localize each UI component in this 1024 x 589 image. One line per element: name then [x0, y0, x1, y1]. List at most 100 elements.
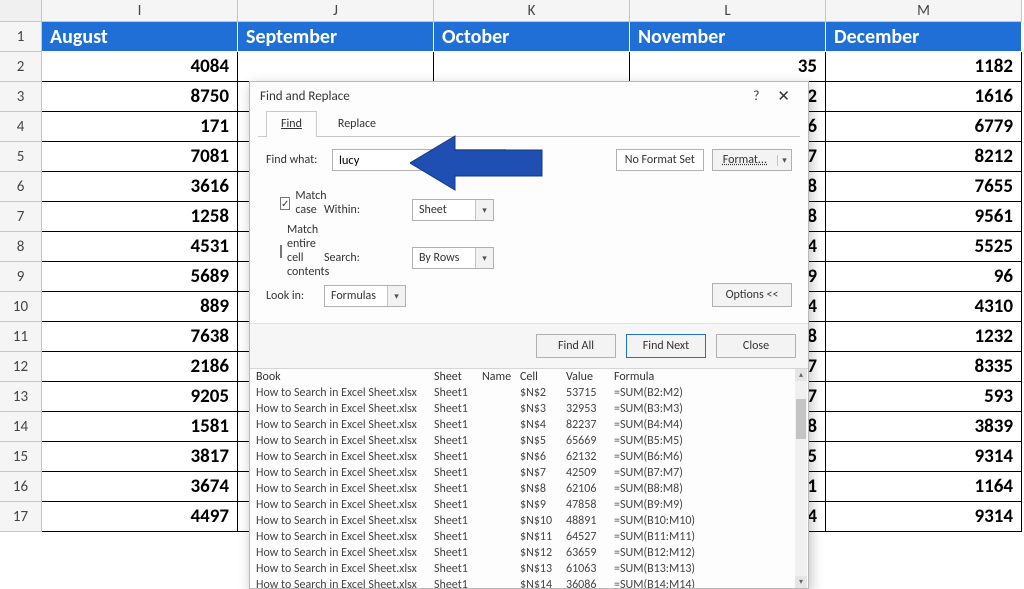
row-header[interactable]: 7	[0, 202, 42, 232]
tab-find[interactable]: Find	[266, 111, 317, 137]
row-header[interactable]: 8	[0, 232, 42, 262]
cell[interactable]: 4497	[42, 502, 238, 532]
within-select[interactable]: Sheet ▾	[412, 199, 494, 221]
cell[interactable]: 1164	[826, 472, 1022, 502]
results-header: Book Sheet Name Cell Value Formula	[250, 369, 808, 385]
cell[interactable]: 171	[42, 112, 238, 142]
scroll-up-icon[interactable]: ▴	[795, 369, 807, 381]
result-row[interactable]: How to Search in Excel Sheet.xlsxSheet1$…	[250, 385, 808, 401]
result-row[interactable]: How to Search in Excel Sheet.xlsxSheet1$…	[250, 497, 808, 513]
month-header[interactable]: August	[42, 22, 238, 52]
cell[interactable]: 8212	[826, 142, 1022, 172]
scroll-down-icon[interactable]: ▾	[795, 576, 807, 588]
row-header[interactable]: 15	[0, 442, 42, 472]
result-row[interactable]: How to Search in Excel Sheet.xlsxSheet1$…	[250, 465, 808, 481]
cell[interactable]: 9561	[826, 202, 1022, 232]
row-header[interactable]: 9	[0, 262, 42, 292]
cell[interactable]: 4084	[42, 52, 238, 82]
cell[interactable]	[434, 52, 630, 82]
row-header[interactable]: 17	[0, 502, 42, 532]
cell[interactable]: 7638	[42, 322, 238, 352]
scroll-thumb[interactable]	[796, 399, 806, 439]
options-button[interactable]: Options <<	[712, 283, 792, 307]
tab-replace[interactable]: Replace	[323, 111, 391, 137]
cell[interactable]: 6779	[826, 112, 1022, 142]
row-header[interactable]: 11	[0, 322, 42, 352]
chevron-down-icon: ▾	[777, 155, 791, 166]
cell[interactable]: 1258	[42, 202, 238, 232]
chevron-down-icon[interactable]: ▾	[487, 150, 505, 170]
find-all-button[interactable]: Find All	[536, 334, 616, 358]
result-row[interactable]: How to Search in Excel Sheet.xlsxSheet1$…	[250, 577, 808, 588]
cell[interactable]: 8335	[826, 352, 1022, 382]
lookin-select[interactable]: Formulas ▾	[324, 285, 406, 307]
month-header[interactable]: October	[434, 22, 630, 52]
row-header[interactable]: 3	[0, 82, 42, 112]
result-row[interactable]: How to Search in Excel Sheet.xlsxSheet1$…	[250, 449, 808, 465]
row-header[interactable]: 16	[0, 472, 42, 502]
row-header[interactable]: 5	[0, 142, 42, 172]
find-next-button[interactable]: Find Next	[626, 334, 706, 358]
cell[interactable]: 9205	[42, 382, 238, 412]
scrollbar[interactable]: ▴ ▾	[795, 369, 807, 588]
cell[interactable]: 4531	[42, 232, 238, 262]
cell[interactable]: 3616	[42, 172, 238, 202]
result-row[interactable]: How to Search in Excel Sheet.xlsxSheet1$…	[250, 433, 808, 449]
cell[interactable]: 9314	[826, 502, 1022, 532]
cell[interactable]: 1182	[826, 52, 1022, 82]
row-header-1[interactable]: 1	[0, 22, 42, 52]
row-header[interactable]: 4	[0, 112, 42, 142]
row-header[interactable]: 13	[0, 382, 42, 412]
col-header-K[interactable]: K	[434, 0, 630, 22]
cell[interactable]: 1581	[42, 412, 238, 442]
result-row[interactable]: How to Search in Excel Sheet.xlsxSheet1$…	[250, 481, 808, 497]
cell[interactable]: 96	[826, 262, 1022, 292]
cell[interactable]: 5525	[826, 232, 1022, 262]
result-row[interactable]: How to Search in Excel Sheet.xlsxSheet1$…	[250, 529, 808, 545]
month-header[interactable]: September	[238, 22, 434, 52]
cell[interactable]: 7655	[826, 172, 1022, 202]
select-all-corner[interactable]	[0, 0, 42, 22]
result-row[interactable]: How to Search in Excel Sheet.xlsxSheet1$…	[250, 561, 808, 577]
cell[interactable]: 9314	[826, 442, 1022, 472]
close-button[interactable]: Close	[716, 334, 796, 358]
help-button[interactable]: ?	[743, 89, 769, 104]
row-header[interactable]: 10	[0, 292, 42, 322]
row-header[interactable]: 14	[0, 412, 42, 442]
close-icon[interactable]: ✕	[769, 87, 798, 106]
row-header[interactable]: 12	[0, 352, 42, 382]
cell[interactable]: 1232	[826, 322, 1022, 352]
format-button[interactable]: Format... ▾	[712, 149, 792, 171]
lookin-label: Look in:	[266, 289, 324, 303]
cell[interactable]: 889	[42, 292, 238, 322]
cell[interactable]: 7081	[42, 142, 238, 172]
match-case-checkbox[interactable]: Match case	[280, 189, 324, 217]
cell[interactable]: 4310	[826, 292, 1022, 322]
cell[interactable]: 3817	[42, 442, 238, 472]
match-entire-checkbox[interactable]: Match entire cell contents	[280, 223, 324, 279]
result-row[interactable]: How to Search in Excel Sheet.xlsxSheet1$…	[250, 545, 808, 561]
cell[interactable]: 3839	[826, 412, 1022, 442]
search-select[interactable]: By Rows ▾	[412, 247, 494, 269]
cell[interactable]: 593	[826, 382, 1022, 412]
cell[interactable]: 35	[630, 52, 826, 82]
row-header[interactable]: 6	[0, 172, 42, 202]
cell[interactable]: 5689	[42, 262, 238, 292]
row-header[interactable]: 2	[0, 52, 42, 82]
result-row[interactable]: How to Search in Excel Sheet.xlsxSheet1$…	[250, 401, 808, 417]
result-row[interactable]: How to Search in Excel Sheet.xlsxSheet1$…	[250, 513, 808, 529]
chevron-down-icon: ▾	[387, 286, 405, 306]
result-row[interactable]: How to Search in Excel Sheet.xlsxSheet1$…	[250, 417, 808, 433]
col-header-I[interactable]: I	[42, 0, 238, 22]
col-header-M[interactable]: M	[826, 0, 1022, 22]
month-header[interactable]: December	[826, 22, 1022, 52]
cell[interactable]: 8750	[42, 82, 238, 112]
cell[interactable]: 3674	[42, 472, 238, 502]
cell[interactable]	[238, 52, 434, 82]
cell[interactable]: 1616	[826, 82, 1022, 112]
find-what-input[interactable]	[333, 150, 487, 170]
cell[interactable]: 2186	[42, 352, 238, 382]
month-header[interactable]: November	[630, 22, 826, 52]
col-header-J[interactable]: J	[238, 0, 434, 22]
col-header-L[interactable]: L	[630, 0, 826, 22]
